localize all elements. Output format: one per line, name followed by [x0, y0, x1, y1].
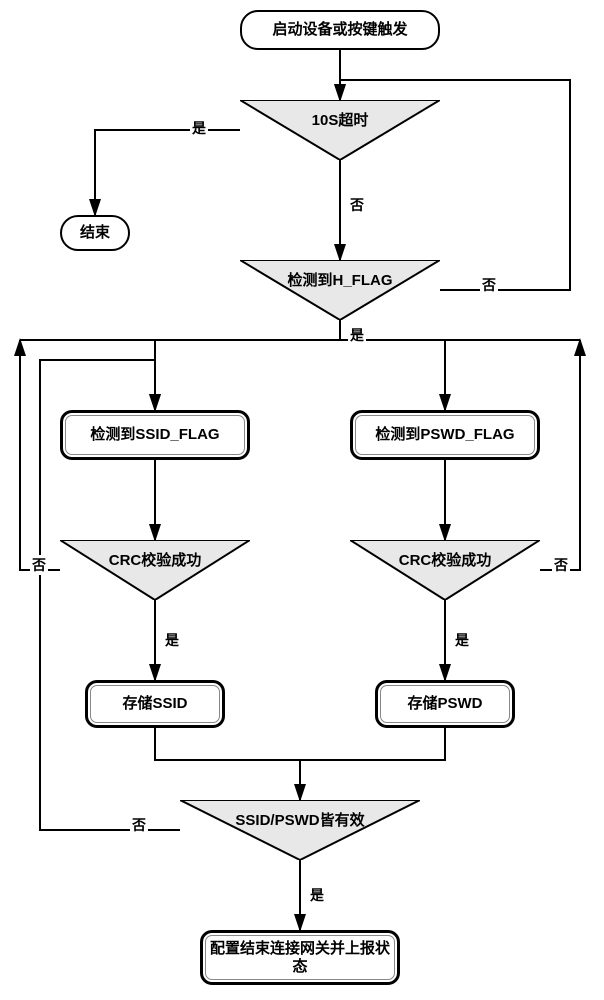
process-p_done: 配置结束连接网关并上报状态 — [200, 930, 400, 985]
decision-d_crc_l: CRC校验成功 — [60, 540, 250, 600]
edge — [300, 728, 445, 760]
edge-label: 是 — [163, 630, 181, 650]
edge-label: 否 — [348, 195, 366, 215]
decision-label: 检测到H_FLAG — [240, 269, 440, 290]
edge-label: 否 — [480, 275, 498, 295]
decision-label: 10S超时 — [240, 109, 440, 130]
terminator-start: 启动设备或按键触发 — [240, 10, 440, 50]
edge — [155, 728, 300, 760]
process-p_store_pswd: 存储PSWD — [375, 680, 515, 728]
edge — [20, 340, 60, 570]
edge-label: 否 — [552, 555, 570, 575]
edge-label: 是 — [348, 325, 366, 345]
terminator-end: 结束 — [60, 215, 130, 251]
edge-label: 否 — [30, 555, 48, 575]
decision-label: CRC校验成功 — [60, 549, 250, 570]
decision-d_hflag: 检测到H_FLAG — [240, 260, 440, 320]
decision-label: CRC校验成功 — [350, 549, 540, 570]
edge — [95, 130, 240, 215]
process-p_pswdflag: 检测到PSWD_FLAG — [350, 410, 540, 460]
decision-d_valid: SSID/PSWD皆有效 — [180, 800, 420, 860]
edge-label: 否 — [130, 815, 148, 835]
edge-label: 是 — [308, 885, 326, 905]
process-p_ssidflag: 检测到SSID_FLAG — [60, 410, 250, 460]
edge — [540, 340, 580, 570]
edge-label: 是 — [453, 630, 471, 650]
decision-d_crc_r: CRC校验成功 — [350, 540, 540, 600]
process-p_store_ssid: 存储SSID — [85, 680, 225, 728]
edge-label: 是 — [190, 118, 208, 138]
decision-d_timeout: 10S超时 — [240, 100, 440, 160]
decision-label: SSID/PSWD皆有效 — [180, 809, 420, 830]
